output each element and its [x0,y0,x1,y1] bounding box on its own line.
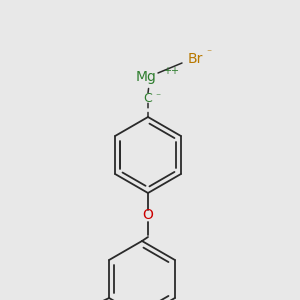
Text: ++: ++ [163,66,179,76]
Text: C: C [144,92,152,106]
Text: ⁻: ⁻ [155,92,160,102]
Text: Mg: Mg [136,70,156,84]
Text: O: O [142,208,153,222]
Text: Br: Br [188,52,203,66]
Text: ⁻: ⁻ [206,48,211,58]
